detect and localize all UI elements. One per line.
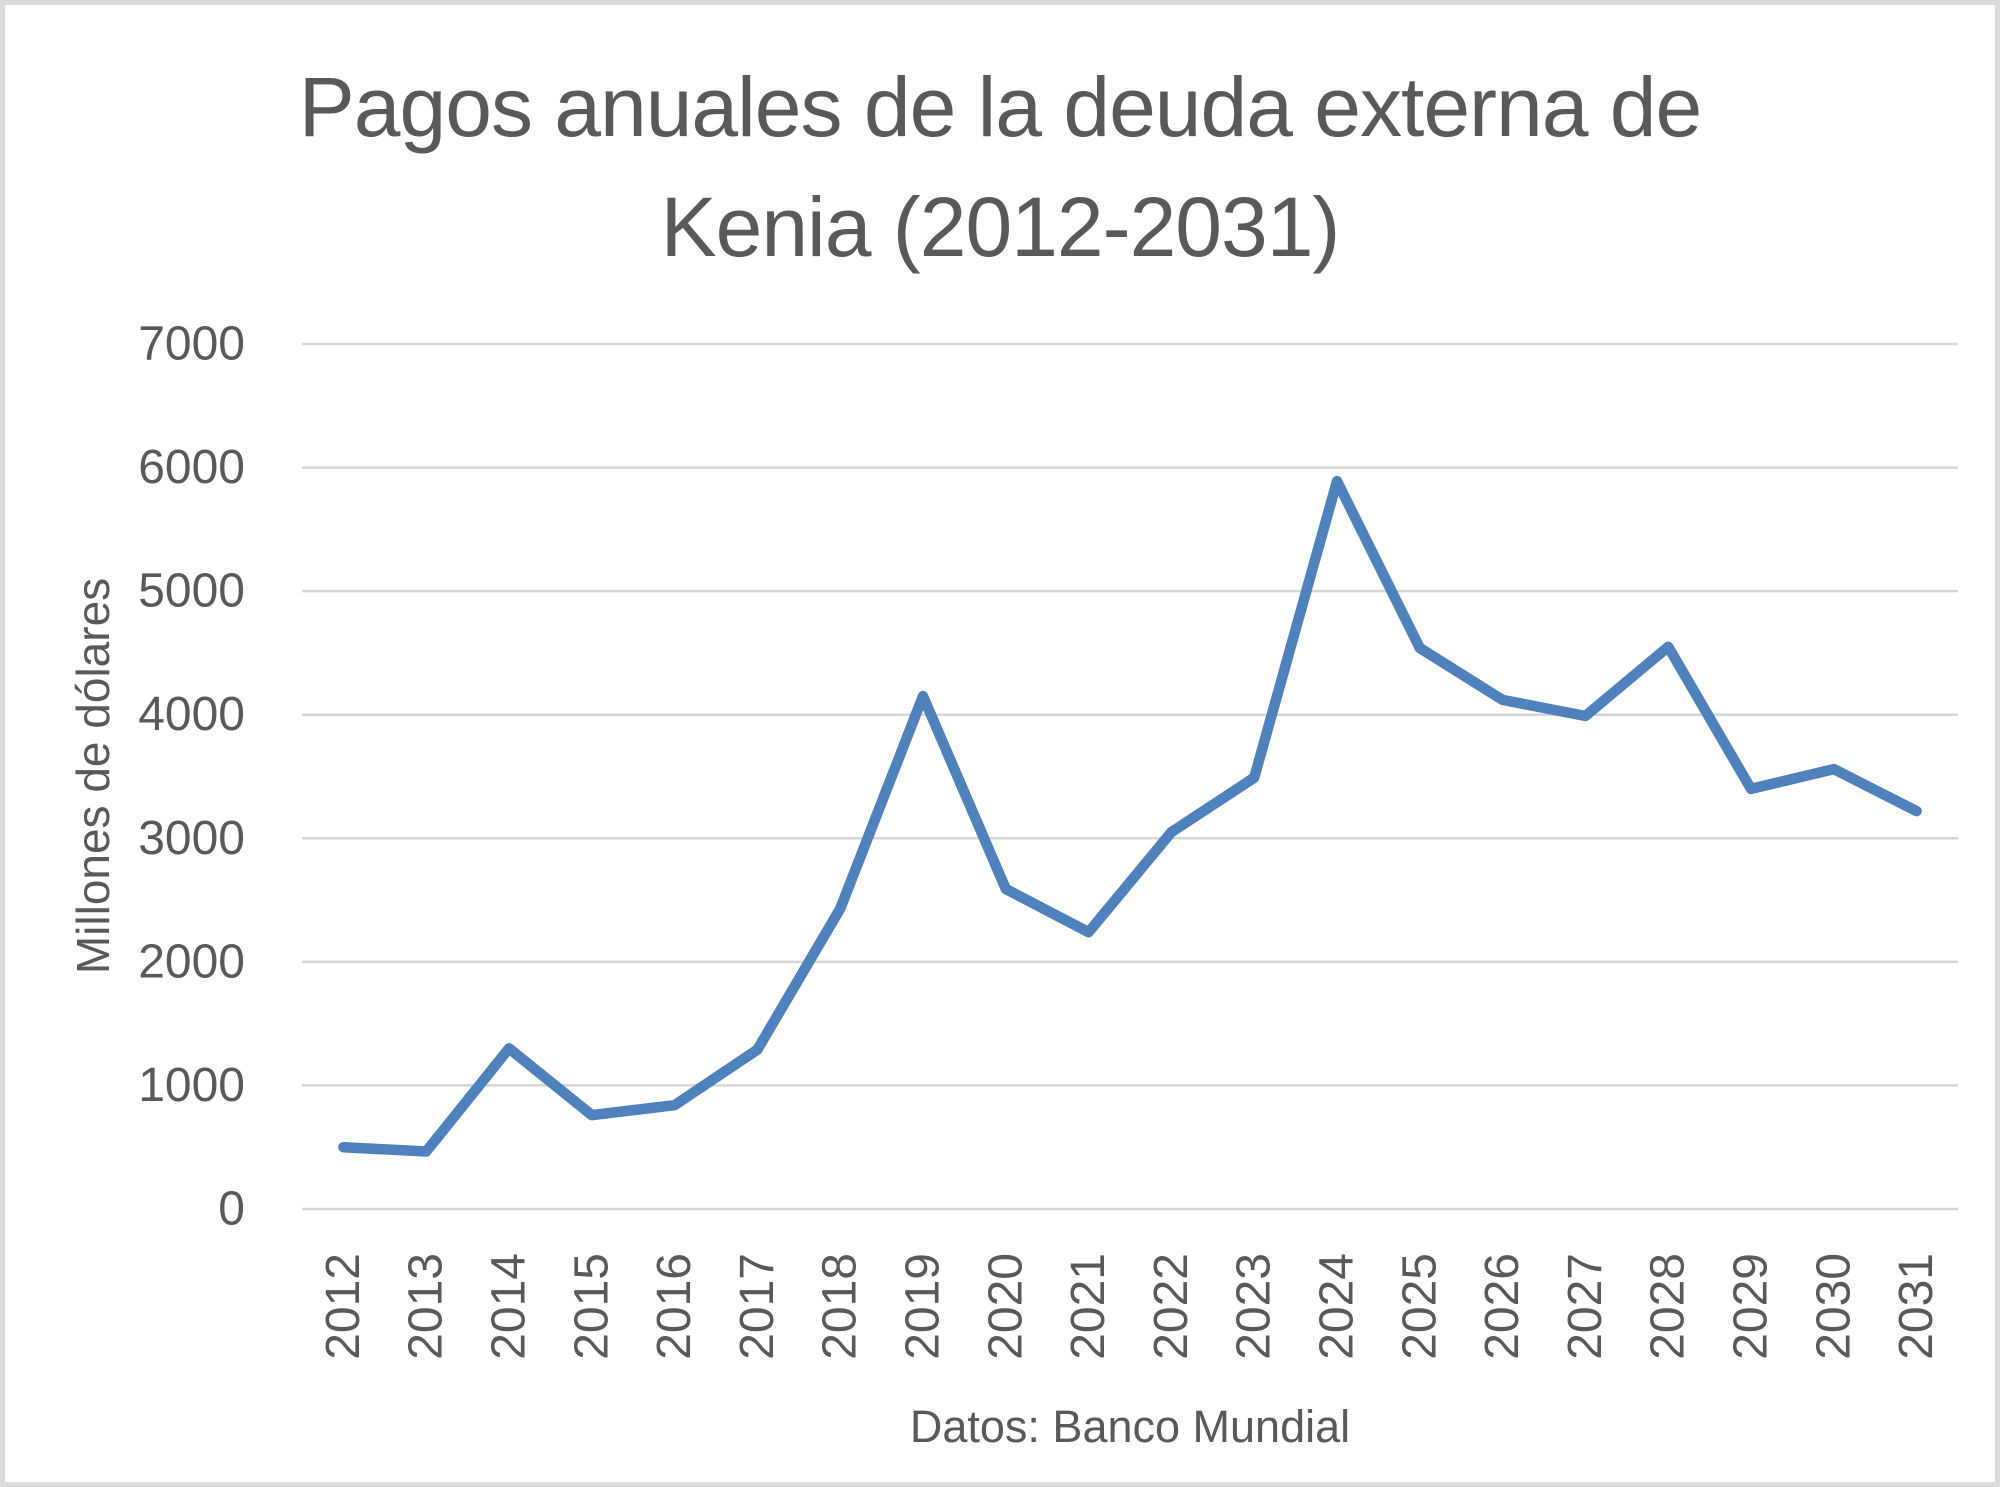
data-line-series bbox=[338, 475, 1922, 1157]
plot-area: 0 1000 2000 3000 4000 5000 6000 7000 2012 2013 201… bbox=[138, 318, 1958, 1360]
y-tick-label: 5000 bbox=[138, 565, 245, 618]
chart-title-line-2: Kenia (2012-2031) bbox=[660, 180, 1341, 274]
chart-title: Pagos anuales de la deuda externa de Ken… bbox=[5, 47, 1995, 287]
x-tick-label: 2030 bbox=[1807, 1253, 1860, 1360]
chart-title-line-1: Pagos anuales de la deuda externa de bbox=[298, 60, 1702, 154]
x-tick-label: 2016 bbox=[648, 1253, 701, 1360]
x-tick-label: 2019 bbox=[897, 1253, 950, 1360]
x-tick-label: 2023 bbox=[1228, 1253, 1281, 1360]
y-tick-label: 4000 bbox=[138, 688, 245, 741]
x-tick-label: 2027 bbox=[1559, 1253, 1612, 1360]
x-tick-label: 2013 bbox=[400, 1253, 453, 1360]
x-tick-label: 2022 bbox=[1145, 1253, 1198, 1360]
x-tick-label: 2018 bbox=[814, 1253, 867, 1360]
x-tick-label: 2012 bbox=[317, 1253, 370, 1360]
y-tick-label: 7000 bbox=[138, 318, 245, 371]
x-tick-label: 2024 bbox=[1311, 1253, 1364, 1360]
y-tick-label: 2000 bbox=[138, 935, 245, 988]
y-tick-label: 3000 bbox=[138, 812, 245, 865]
x-tick-label: 2028 bbox=[1642, 1253, 1695, 1360]
y-tick-label: 1000 bbox=[138, 1059, 245, 1112]
x-tick-label: 2029 bbox=[1725, 1253, 1778, 1360]
x-tick-label: 2031 bbox=[1890, 1253, 1943, 1360]
y-tick-label: 6000 bbox=[138, 441, 245, 494]
x-tick-label: 2015 bbox=[565, 1253, 618, 1360]
x-tick-label: 2026 bbox=[1476, 1253, 1529, 1360]
caption: Datos: Banco Mundial bbox=[909, 1401, 1351, 1452]
y-tick-label: 0 bbox=[218, 1183, 245, 1236]
x-tick-label: 2021 bbox=[1062, 1253, 1115, 1360]
x-tick-label: 2017 bbox=[731, 1253, 784, 1360]
x-tick-label: 2014 bbox=[483, 1253, 536, 1360]
x-tick-label: 2025 bbox=[1393, 1253, 1446, 1360]
x-tick-label: 2020 bbox=[979, 1253, 1032, 1360]
